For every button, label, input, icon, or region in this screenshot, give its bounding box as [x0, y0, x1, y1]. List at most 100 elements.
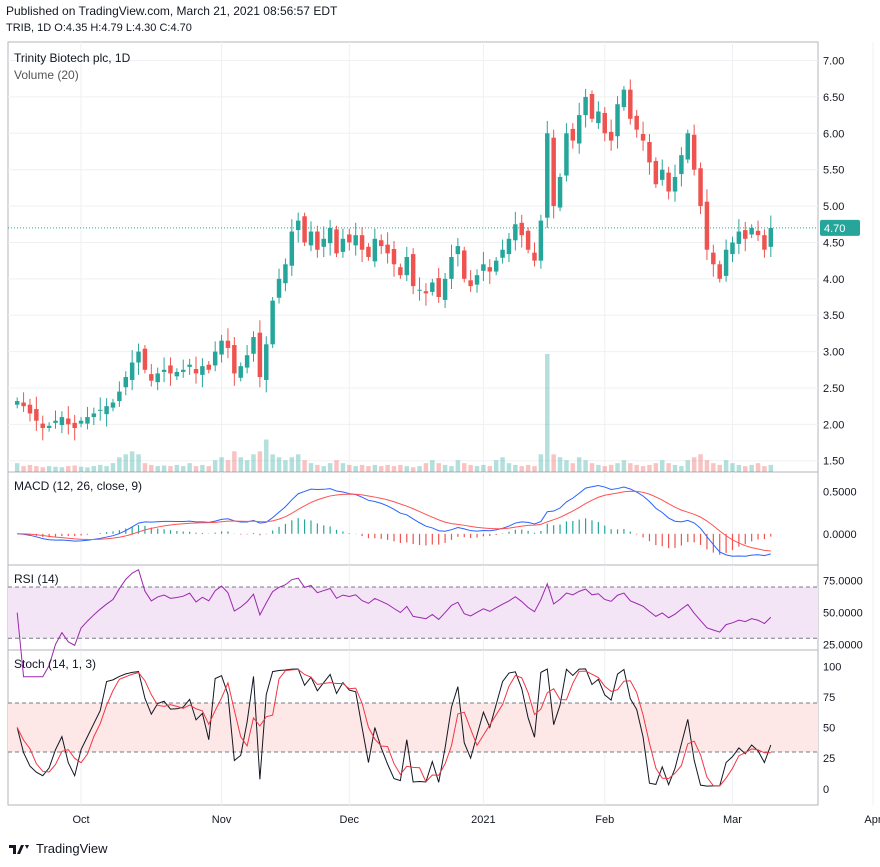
footer: TradingView [8, 841, 108, 856]
tradingview-logo-icon [9, 844, 29, 854]
price-tick-label: 3.50 [823, 310, 844, 322]
candle-body [174, 371, 180, 377]
candle-body [743, 230, 748, 239]
volume-bar [212, 460, 218, 472]
volume-bar [308, 463, 314, 472]
indicator-tick-label: 25 [823, 753, 835, 765]
volume-bar [232, 451, 237, 472]
volume-bar [525, 464, 531, 472]
volume-bar [736, 464, 742, 472]
volume-bar [666, 463, 671, 472]
volume-bar [685, 460, 691, 472]
price-tick-label: 2.50 [823, 383, 844, 395]
candle-body [168, 365, 173, 374]
macd-line [17, 484, 771, 557]
volume-bar [270, 454, 275, 472]
candle-body [21, 402, 26, 407]
candle-body [372, 238, 378, 262]
indicator-band [8, 703, 818, 752]
candle-body [340, 238, 346, 252]
candle-body [359, 235, 365, 250]
volume-bar [193, 466, 199, 472]
indicator-tick-label: 0.5000 [823, 486, 857, 498]
candle-body [353, 235, 358, 246]
volume-bar [557, 457, 563, 472]
volume-bar [104, 466, 109, 472]
candle-body [347, 234, 352, 243]
candle-body [232, 345, 237, 374]
volume-bar [34, 466, 39, 472]
last-price-badge [820, 219, 860, 236]
indicator-tick-label: 0.0000 [823, 529, 857, 541]
x-axis-label: Dec [340, 814, 360, 826]
indicator-title: Stoch (14, 1, 3) [14, 657, 96, 671]
candle-body [14, 401, 20, 405]
volume-bar [596, 464, 601, 472]
volume-bar [551, 454, 556, 472]
candle-body [117, 391, 122, 402]
indicator-tick-label: 100 [823, 661, 841, 673]
volume-bar [53, 466, 58, 472]
candle-body [104, 406, 109, 415]
volume-bar [359, 464, 365, 472]
candle-body [545, 133, 550, 218]
volume-bar [283, 460, 288, 472]
volume-bar [404, 466, 410, 472]
price-tick-label: 6.00 [823, 128, 844, 140]
volume-bar [14, 463, 20, 472]
candle-body [583, 96, 588, 116]
plot-frame [7, 41, 819, 806]
volume-bar [532, 466, 537, 472]
price-tick-label: 5.50 [823, 165, 844, 177]
candle-body [481, 264, 486, 271]
volume-bar [244, 460, 250, 472]
candle-body [46, 425, 52, 428]
volume-bar [493, 460, 499, 472]
volume-bar [576, 457, 582, 472]
x-axis-label: Nov [212, 814, 232, 826]
candle-body [506, 238, 512, 255]
x-axis-label: Apr [864, 814, 880, 826]
candle-body [398, 267, 403, 276]
volume-bar [468, 464, 473, 472]
volume-bar [59, 467, 65, 472]
volume-bar [78, 466, 84, 472]
volume-bar [634, 464, 639, 472]
candle-body [295, 220, 301, 231]
candle-body [493, 260, 499, 272]
candle-body [442, 278, 448, 300]
volume-bar [455, 460, 461, 472]
volume-bar [621, 460, 627, 472]
candle-body [321, 238, 326, 247]
candle-body [730, 242, 735, 255]
volume-bar [660, 460, 665, 472]
candle-body [679, 155, 684, 175]
candle-body [551, 137, 556, 207]
volume-bar [698, 454, 703, 472]
candle-body [653, 160, 659, 185]
candle-body [136, 351, 141, 363]
volume-bar [481, 464, 486, 472]
volume-bar [436, 463, 441, 472]
volume-bar [372, 464, 378, 472]
candle-body [500, 249, 505, 258]
volume-bar [589, 463, 595, 472]
volume-bar [72, 465, 77, 472]
volume-bar [302, 460, 307, 472]
ohlc-readout: TRIB, 1D O:4.35 H:4.79 L:4.30 C:4.70 [6, 22, 192, 34]
volume-bar [181, 466, 186, 472]
candle-body [564, 133, 569, 176]
volume-bar [730, 463, 735, 472]
volume-bar [334, 460, 339, 472]
candle-body [40, 423, 45, 428]
volume-bar [21, 466, 26, 472]
indicator-tick-label: 75.0000 [823, 576, 863, 588]
volume-bar [564, 460, 569, 472]
candle-body [704, 201, 710, 250]
candle-body [410, 254, 416, 287]
volume-bar [187, 463, 192, 472]
candle-body [219, 340, 224, 355]
candle-body [672, 176, 678, 192]
volume-bar [347, 464, 352, 472]
